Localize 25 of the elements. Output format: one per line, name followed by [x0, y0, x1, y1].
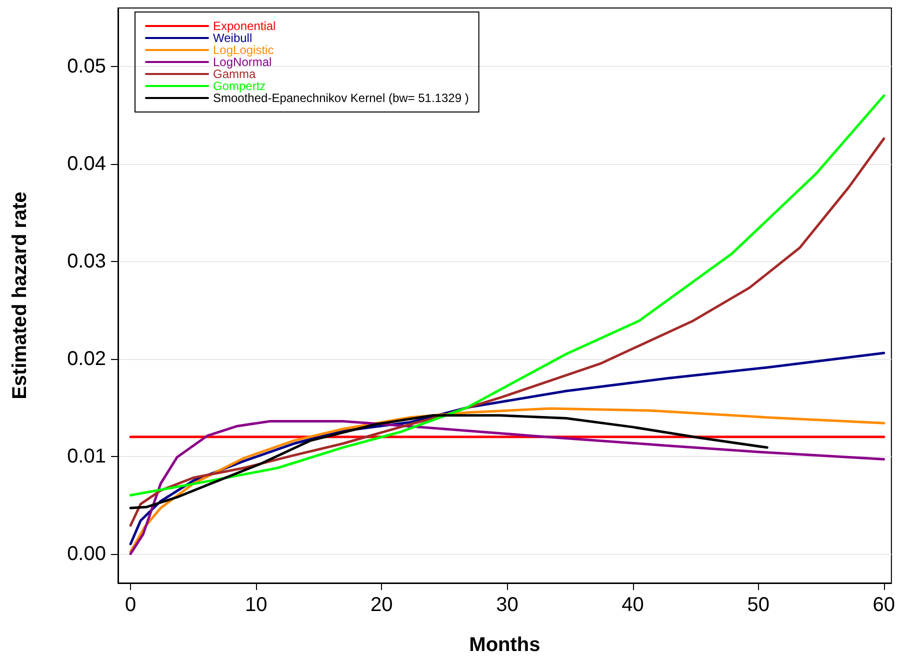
- y-tick-label: 0.04: [67, 152, 106, 175]
- text: LogNormal: [213, 55, 272, 69]
- x-axis-title: Months: [469, 634, 540, 656]
- text: Smoothed-Epanechnikov Kernel (bw= 51.1329 ): [213, 91, 469, 105]
- y-tick-label: 0.00: [67, 542, 106, 565]
- y-axis-title: Estimated hazard rate: [9, 192, 31, 400]
- line-series: [129, 137, 886, 527]
- text: Gamma: [213, 67, 256, 81]
- x-tick-label: 20: [370, 594, 393, 616]
- x-tick-label: 0: [124, 594, 136, 616]
- y-tick-label: 0.02: [67, 348, 106, 370]
- text: Gompertz: [213, 79, 266, 93]
- line-series: [129, 414, 768, 510]
- line-series: [129, 94, 886, 497]
- x-tick-label: 30: [496, 594, 518, 616]
- x-tick-label: 50: [747, 594, 770, 616]
- text: LogLogistic: [213, 43, 274, 57]
- x-tick-label: 10: [244, 594, 268, 616]
- text: Exponential: [213, 19, 276, 33]
- y-tick-label: 0.01: [67, 445, 106, 468]
- x-tick-label: 60: [872, 594, 895, 616]
- y-tick-label: 0.03: [67, 250, 106, 272]
- y-tick-label: 0.05: [67, 55, 106, 78]
- text: Weibull: [213, 31, 252, 45]
- x-tick-label: 40: [622, 594, 644, 616]
